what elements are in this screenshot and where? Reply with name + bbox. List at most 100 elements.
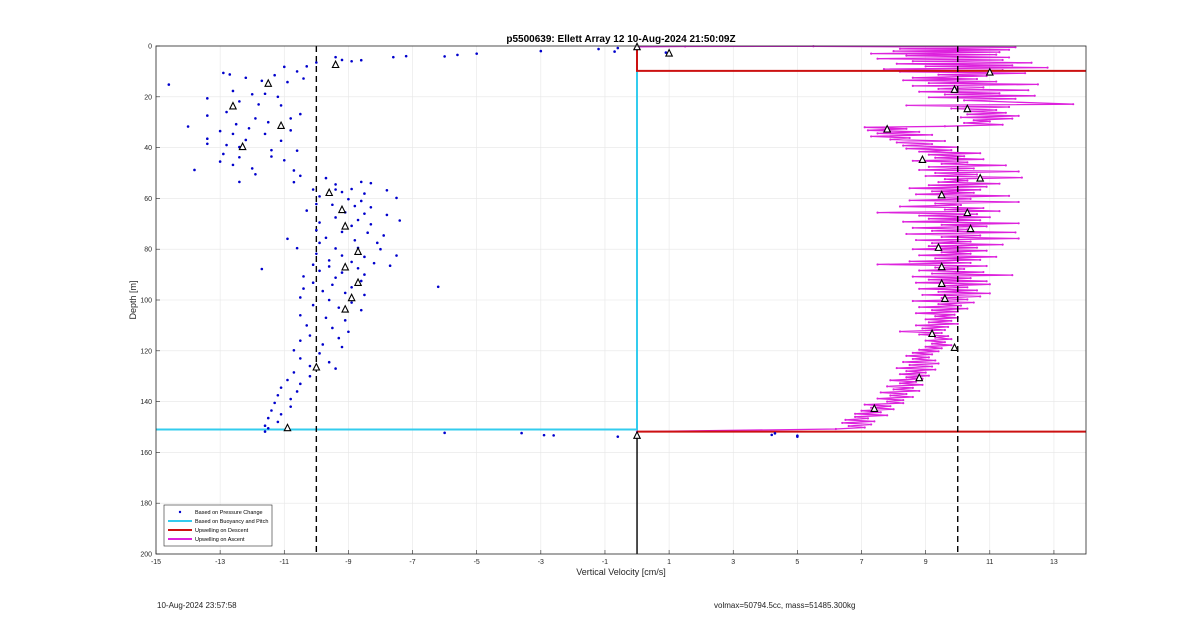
pressure-change-point bbox=[356, 266, 360, 270]
pressure-change-point bbox=[324, 236, 328, 240]
ascent-point bbox=[934, 336, 937, 339]
ascent-point bbox=[892, 49, 895, 53]
ascent-point bbox=[940, 235, 943, 239]
pressure-change-point bbox=[225, 110, 228, 114]
x-axis-label: Vertical Velocity [cm/s] bbox=[576, 567, 666, 577]
ascent-point bbox=[930, 190, 934, 193]
ascent-point bbox=[924, 174, 927, 178]
legend-label-buoyancy: Based on Buoyancy and Pitch bbox=[195, 519, 268, 525]
ascent-point bbox=[863, 126, 866, 129]
pressure-change-point bbox=[404, 54, 408, 58]
ascent-point bbox=[930, 242, 934, 245]
ascent-point bbox=[953, 313, 956, 316]
x-tick-label: -9 bbox=[345, 559, 351, 566]
pressure-change-point bbox=[318, 269, 321, 273]
ascent-point bbox=[854, 415, 857, 418]
ascent-point bbox=[975, 289, 979, 292]
ascent-point bbox=[902, 144, 905, 147]
pressure-change-point bbox=[266, 120, 270, 124]
ascent-point bbox=[995, 53, 998, 56]
ascent-point bbox=[886, 385, 889, 388]
ascent-point bbox=[908, 260, 911, 263]
ascent-point bbox=[905, 376, 908, 379]
ascent-point bbox=[918, 287, 921, 290]
pressure-change-point bbox=[385, 213, 389, 217]
ascent-point bbox=[1046, 66, 1049, 69]
pressure-change-point bbox=[343, 291, 347, 295]
x-tick-label: -7 bbox=[409, 559, 415, 566]
ascent-point bbox=[995, 255, 998, 258]
pressure-change-point bbox=[193, 168, 196, 172]
ascent-point bbox=[972, 167, 975, 170]
pressure-change-point bbox=[289, 117, 292, 120]
ascent-point bbox=[988, 216, 991, 219]
ascent-point bbox=[985, 249, 988, 252]
x-tick-label: 5 bbox=[795, 559, 799, 566]
pressure-change-point bbox=[334, 367, 337, 370]
ascent-point bbox=[870, 423, 873, 426]
ascent-point bbox=[1001, 123, 1004, 126]
pressure-change-point bbox=[347, 197, 350, 201]
pressure-change-point bbox=[305, 324, 309, 327]
marker-triangle bbox=[963, 207, 972, 217]
pressure-change-point bbox=[456, 53, 459, 57]
ascent-point bbox=[914, 193, 918, 196]
pressure-change-point bbox=[292, 348, 296, 352]
ascent-point bbox=[969, 197, 972, 201]
ascent-point bbox=[934, 266, 937, 269]
ascent-point bbox=[982, 270, 985, 274]
ascent-point bbox=[995, 108, 998, 112]
ascent-point bbox=[918, 333, 921, 336]
pressure-change-point bbox=[279, 139, 283, 143]
chart-title: p5500639: Ellett Array 12 10-Aug-2024 21… bbox=[506, 34, 735, 45]
x-tick-label: 1 bbox=[667, 559, 671, 566]
y-tick-label: 180 bbox=[140, 501, 152, 508]
descent-upwelling-line bbox=[636, 47, 1086, 72]
ascent-point bbox=[940, 251, 943, 254]
pressure-change-point bbox=[186, 125, 190, 128]
footer-mass-info: volmax=50794.5cc, mass=51485.300kg bbox=[714, 601, 856, 610]
pressure-change-point bbox=[289, 397, 292, 401]
marker-triangle bbox=[347, 293, 356, 302]
pressure-change-point bbox=[295, 246, 299, 250]
ascent-point bbox=[950, 344, 953, 347]
ascent-point bbox=[930, 272, 934, 275]
ascent-point bbox=[937, 181, 940, 184]
pressure-change-point bbox=[302, 287, 305, 290]
pressure-change-point bbox=[263, 92, 267, 96]
ascent-point bbox=[927, 184, 930, 187]
ascent-point bbox=[924, 65, 927, 68]
ascent-point bbox=[870, 52, 873, 55]
ascent-point bbox=[918, 130, 921, 133]
y-tick-label: 20 bbox=[144, 94, 152, 101]
pressure-change-point bbox=[395, 196, 398, 200]
ascent-point bbox=[975, 77, 979, 81]
ascent-point bbox=[959, 116, 963, 119]
pressure-change-point bbox=[318, 241, 321, 245]
pressure-change-point bbox=[773, 432, 777, 435]
ascent-point bbox=[985, 225, 988, 228]
y-tick-label: 40 bbox=[144, 145, 152, 152]
marker-triangle bbox=[238, 141, 247, 151]
ascent-point bbox=[918, 214, 921, 217]
pressure-change-point bbox=[350, 224, 353, 228]
ascent-point bbox=[979, 219, 982, 222]
pressure-change-point bbox=[340, 271, 344, 274]
marker-triangle bbox=[915, 373, 924, 382]
marker-triangle bbox=[883, 124, 892, 133]
ascent-point bbox=[854, 412, 857, 415]
y-tick-label: 200 bbox=[140, 552, 152, 559]
ascent-point bbox=[934, 171, 937, 175]
pressure-change-point bbox=[395, 254, 398, 257]
ascent-point bbox=[908, 363, 911, 367]
ascent-point bbox=[930, 309, 934, 312]
ascent-point bbox=[914, 238, 918, 242]
marker-triangle bbox=[632, 42, 642, 51]
ascent-point bbox=[966, 298, 969, 301]
data-layer bbox=[156, 42, 1086, 554]
ascent-point bbox=[934, 315, 937, 318]
ascent-point bbox=[927, 153, 930, 156]
ascent-point bbox=[947, 325, 950, 329]
pressure-change-point bbox=[295, 390, 299, 393]
